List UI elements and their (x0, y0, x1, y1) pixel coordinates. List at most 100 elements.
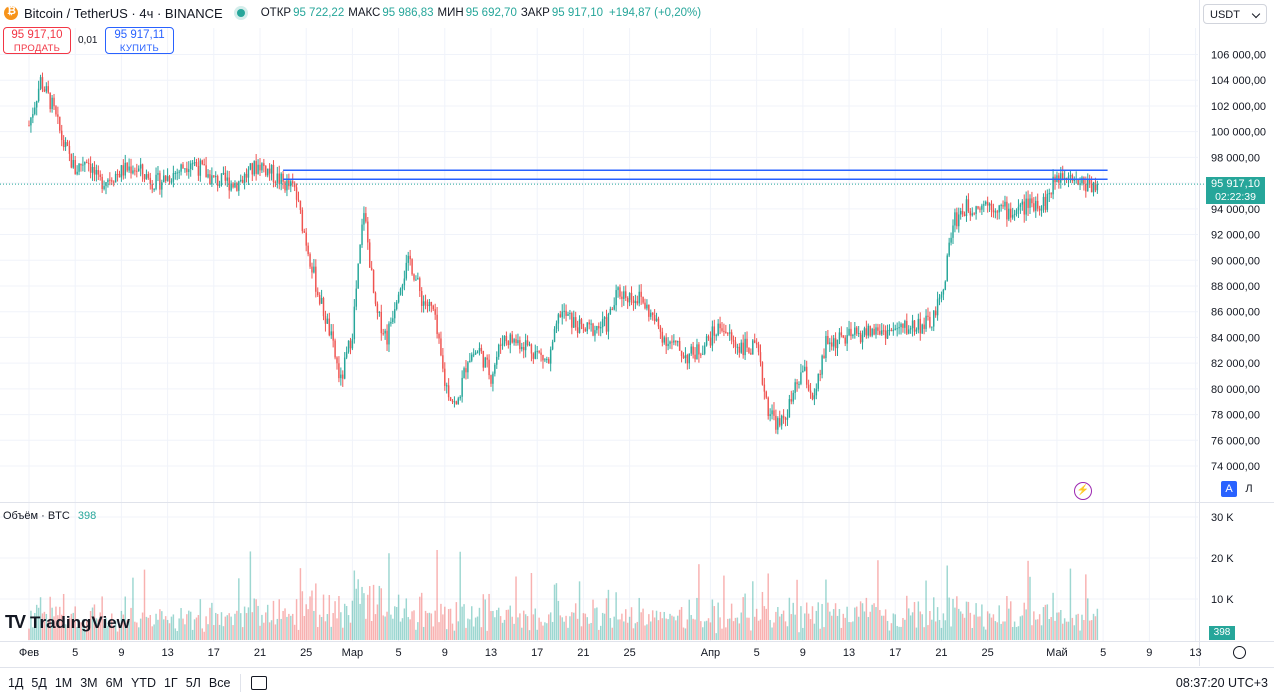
currency-select[interactable]: USDT (1203, 4, 1267, 24)
volume-bar (236, 610, 238, 640)
candle-body (811, 392, 814, 400)
volume-bar (1058, 612, 1060, 640)
volume-bar (1092, 613, 1095, 640)
candle-body (890, 329, 893, 332)
volume-bar (673, 616, 675, 640)
time-tick-label: 9 (800, 647, 806, 659)
candle-body (417, 278, 419, 280)
clock[interactable]: 08:37:20 UTC+3 (1175, 676, 1268, 690)
candle-body (407, 255, 409, 263)
candle-body (255, 161, 257, 174)
volume-bar (43, 611, 46, 640)
symbol-title[interactable]: Bitcoin / TetherUS · 4ч · BINANCE (24, 5, 223, 21)
range-5y-button[interactable]: 5Л (185, 676, 201, 690)
volume-bar (894, 614, 896, 640)
volume-bar (224, 616, 227, 640)
candle-body (576, 327, 579, 333)
volume-bar (474, 617, 477, 640)
volume-legend[interactable]: Объём · BTC 398 (3, 510, 96, 522)
candle-body (395, 302, 398, 310)
volume-bar (324, 621, 327, 640)
candle-body (445, 385, 448, 387)
candle-body (929, 316, 931, 328)
candle-body (1013, 213, 1016, 216)
volume-bar (630, 607, 633, 640)
candle-body (755, 342, 758, 345)
candle-body (268, 168, 271, 174)
low-value: 95 692,70 (465, 7, 517, 19)
volume-bar (482, 594, 485, 640)
range-3m-button[interactable]: 3М (80, 676, 98, 690)
candle-body (87, 163, 90, 165)
range-5d-button[interactable]: 5Д (31, 676, 47, 690)
candle-body (596, 326, 598, 331)
volume-bar (245, 613, 248, 640)
candle-body (143, 174, 146, 180)
candle-body (871, 328, 873, 336)
flash-icon[interactable]: ⚡ (1074, 482, 1092, 500)
volume-bar (655, 610, 658, 640)
candle-body (771, 410, 773, 415)
volume-bar (330, 626, 332, 640)
volume-bar (669, 613, 671, 640)
volume-bar (32, 627, 34, 640)
volume-bar (800, 606, 802, 640)
volume-bar (471, 606, 473, 640)
volume-bar (134, 621, 136, 640)
log-scale-button[interactable]: Л (1245, 483, 1253, 495)
volume-bar (157, 619, 159, 640)
candle-body (130, 166, 132, 174)
volume-bar (898, 626, 900, 640)
volume-bar (180, 608, 182, 640)
volume-bar (884, 609, 887, 640)
volume-bar (411, 611, 413, 640)
sell-button[interactable]: 95 917,10 ПРОДАТЬ (3, 27, 71, 54)
candle-body (973, 213, 975, 215)
calendar-icon[interactable] (251, 676, 268, 690)
range-1m-button[interactable]: 1М (54, 676, 73, 690)
candle-body (836, 339, 839, 349)
candle-body (723, 330, 725, 332)
tradingview-logo[interactable]: TV TradingView (5, 612, 130, 633)
candle-body (511, 334, 513, 343)
candle-body (444, 368, 446, 386)
range-1d-button[interactable]: 1Д (8, 676, 24, 690)
range-ytd-button[interactable]: YTD (130, 676, 156, 690)
auto-scale-button[interactable]: A (1221, 481, 1237, 497)
candle-body (1060, 173, 1062, 183)
range-all-button[interactable]: Все (208, 676, 231, 690)
candle-body (1038, 208, 1041, 211)
volume-bar (680, 607, 683, 640)
volume-bar (432, 626, 434, 640)
volume-bar (946, 565, 948, 640)
candle-body (884, 330, 887, 339)
volume-bar (189, 611, 192, 640)
candle-body (295, 187, 298, 200)
volume-bar (948, 597, 950, 640)
candle-body (297, 199, 300, 201)
candle-body (942, 289, 945, 295)
candle-body (124, 162, 126, 176)
candle-body (388, 323, 390, 345)
candle-body (332, 331, 334, 341)
volume-bar (39, 597, 42, 640)
candle-body (1083, 177, 1085, 185)
candle-body (476, 352, 479, 354)
candle-body (380, 311, 383, 334)
volume-bar (455, 602, 458, 640)
candle-body (752, 340, 754, 355)
gear-icon[interactable] (1233, 646, 1246, 659)
candle-body (1023, 201, 1025, 215)
volume-bar (1061, 623, 1064, 640)
volume-bar (607, 589, 610, 640)
volume-bar (1027, 560, 1029, 640)
candle-body (869, 325, 871, 336)
range-1y-button[interactable]: 1Г (163, 676, 178, 690)
volume-bar (499, 616, 502, 640)
volume-bar (748, 617, 750, 640)
candle-body (911, 320, 914, 329)
buy-button[interactable]: 95 917,11 КУПИТЬ (105, 27, 174, 54)
volume-bar (1025, 609, 1027, 640)
range-6m-button[interactable]: 6М (105, 676, 123, 690)
